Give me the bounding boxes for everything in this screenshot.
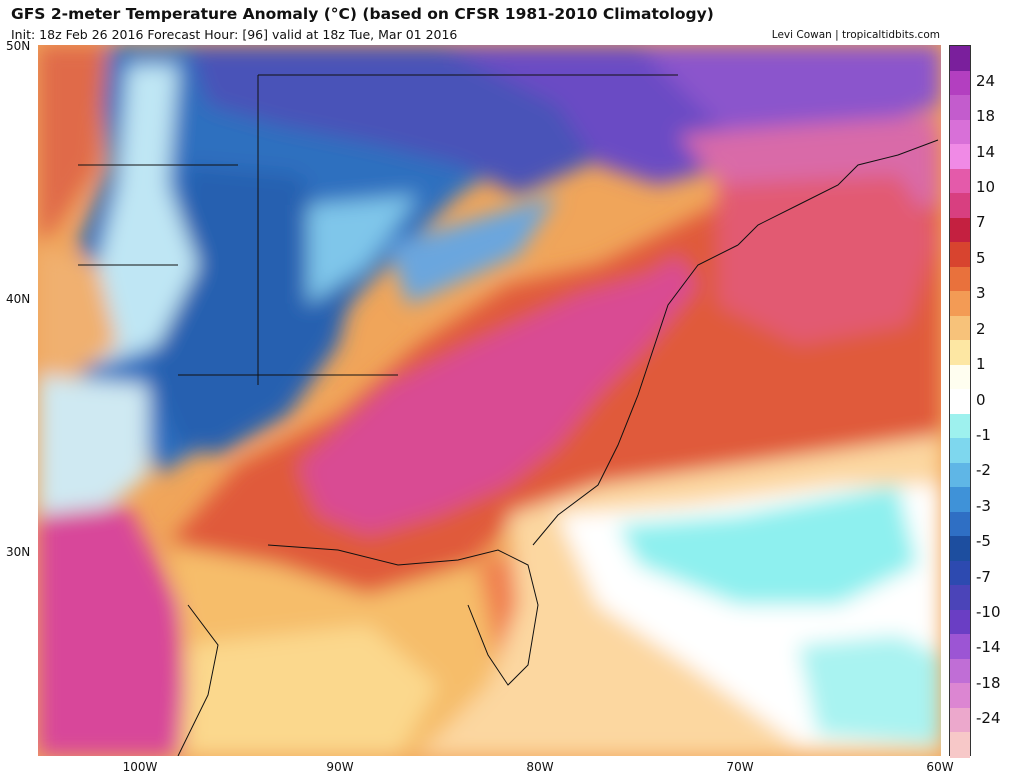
colorbar-swatch	[950, 364, 970, 390]
anomaly-field	[38, 45, 941, 756]
colorbar-tick-label: 24	[976, 72, 996, 90]
colorbar-swatch	[950, 609, 970, 635]
colorbar-swatch	[950, 242, 970, 268]
lat-label-50n: 50N	[6, 39, 31, 53]
colorbar-tick-label: 2	[976, 320, 986, 338]
state-and-country-boundaries	[78, 74, 939, 756]
colorbar-swatch	[950, 144, 970, 170]
temperature-colorbar	[949, 45, 971, 758]
colorbar-tick-label: -18	[976, 674, 1001, 692]
colorbar-swatch	[950, 266, 970, 292]
colorbar-swatch	[950, 511, 970, 537]
colorbar-swatch	[950, 634, 970, 660]
map-title: GFS 2-meter Temperature Anomaly (°C) (ba…	[11, 5, 714, 23]
colorbar-swatch	[950, 168, 970, 194]
colorbar-swatch	[950, 683, 970, 709]
colorbar-swatch	[950, 340, 970, 366]
colorbar-tick-label: 14	[976, 143, 996, 161]
colorbar-swatch	[950, 707, 970, 734]
colorbar-swatch	[950, 46, 970, 72]
colorbar-tick-label: -1	[976, 426, 991, 444]
colorbar-tick-label: -24	[976, 709, 1001, 727]
colorbar-tick-label: 18	[976, 107, 996, 125]
lon-label-70w: 70W	[726, 760, 754, 774]
colorbar-swatch	[950, 438, 970, 464]
colorbar-tick-label: -7	[976, 568, 991, 586]
lat-label-30n: 30N	[6, 545, 31, 559]
colorbar-swatch	[950, 462, 970, 488]
map-subtitle: Init: 18z Feb 26 2016 Forecast Hour: [96…	[11, 27, 458, 42]
colorbar-swatch	[950, 291, 970, 317]
colorbar-tick-label: 7	[976, 213, 986, 231]
colorbar-tick-label: 0	[976, 391, 986, 409]
colorbar-swatch	[950, 217, 970, 243]
lon-label-80w: 80W	[526, 760, 554, 774]
colorbar-swatch	[950, 389, 970, 415]
temperature-anomaly-map	[38, 45, 941, 756]
colorbar-swatch	[950, 413, 970, 439]
lon-label-90w: 90W	[326, 760, 354, 774]
colorbar-tick-label: 5	[976, 249, 986, 267]
colorbar-swatch	[950, 658, 970, 685]
colorbar-tick-label: -2	[976, 461, 991, 479]
colorbar-tick-label: -3	[976, 497, 991, 515]
colorbar-tick-label: 1	[976, 355, 986, 373]
lon-label-60w: 60W	[926, 760, 954, 774]
colorbar-swatch	[950, 315, 970, 341]
colorbar-tick-label: 3	[976, 284, 986, 302]
lat-label-40n: 40N	[6, 292, 31, 306]
colorbar-swatch	[950, 732, 970, 758]
colorbar-swatch	[950, 560, 970, 586]
colorbar-swatch	[950, 487, 970, 513]
colorbar-swatch	[950, 95, 970, 121]
colorbar-swatch	[950, 119, 970, 145]
colorbar-tick-label: -14	[976, 638, 1001, 656]
colorbar-swatch	[950, 70, 970, 96]
colorbar-swatch	[950, 193, 970, 219]
author-credit: Levi Cowan | tropicaltidbits.com	[771, 29, 940, 41]
colorbar-swatch	[950, 536, 970, 562]
colorbar-tick-label: -5	[976, 532, 991, 550]
colorbar-tick-label: 10	[976, 178, 996, 196]
colorbar-swatch	[950, 585, 970, 611]
lon-label-100w: 100W	[122, 760, 158, 774]
colorbar-tick-label: -10	[976, 603, 1001, 621]
